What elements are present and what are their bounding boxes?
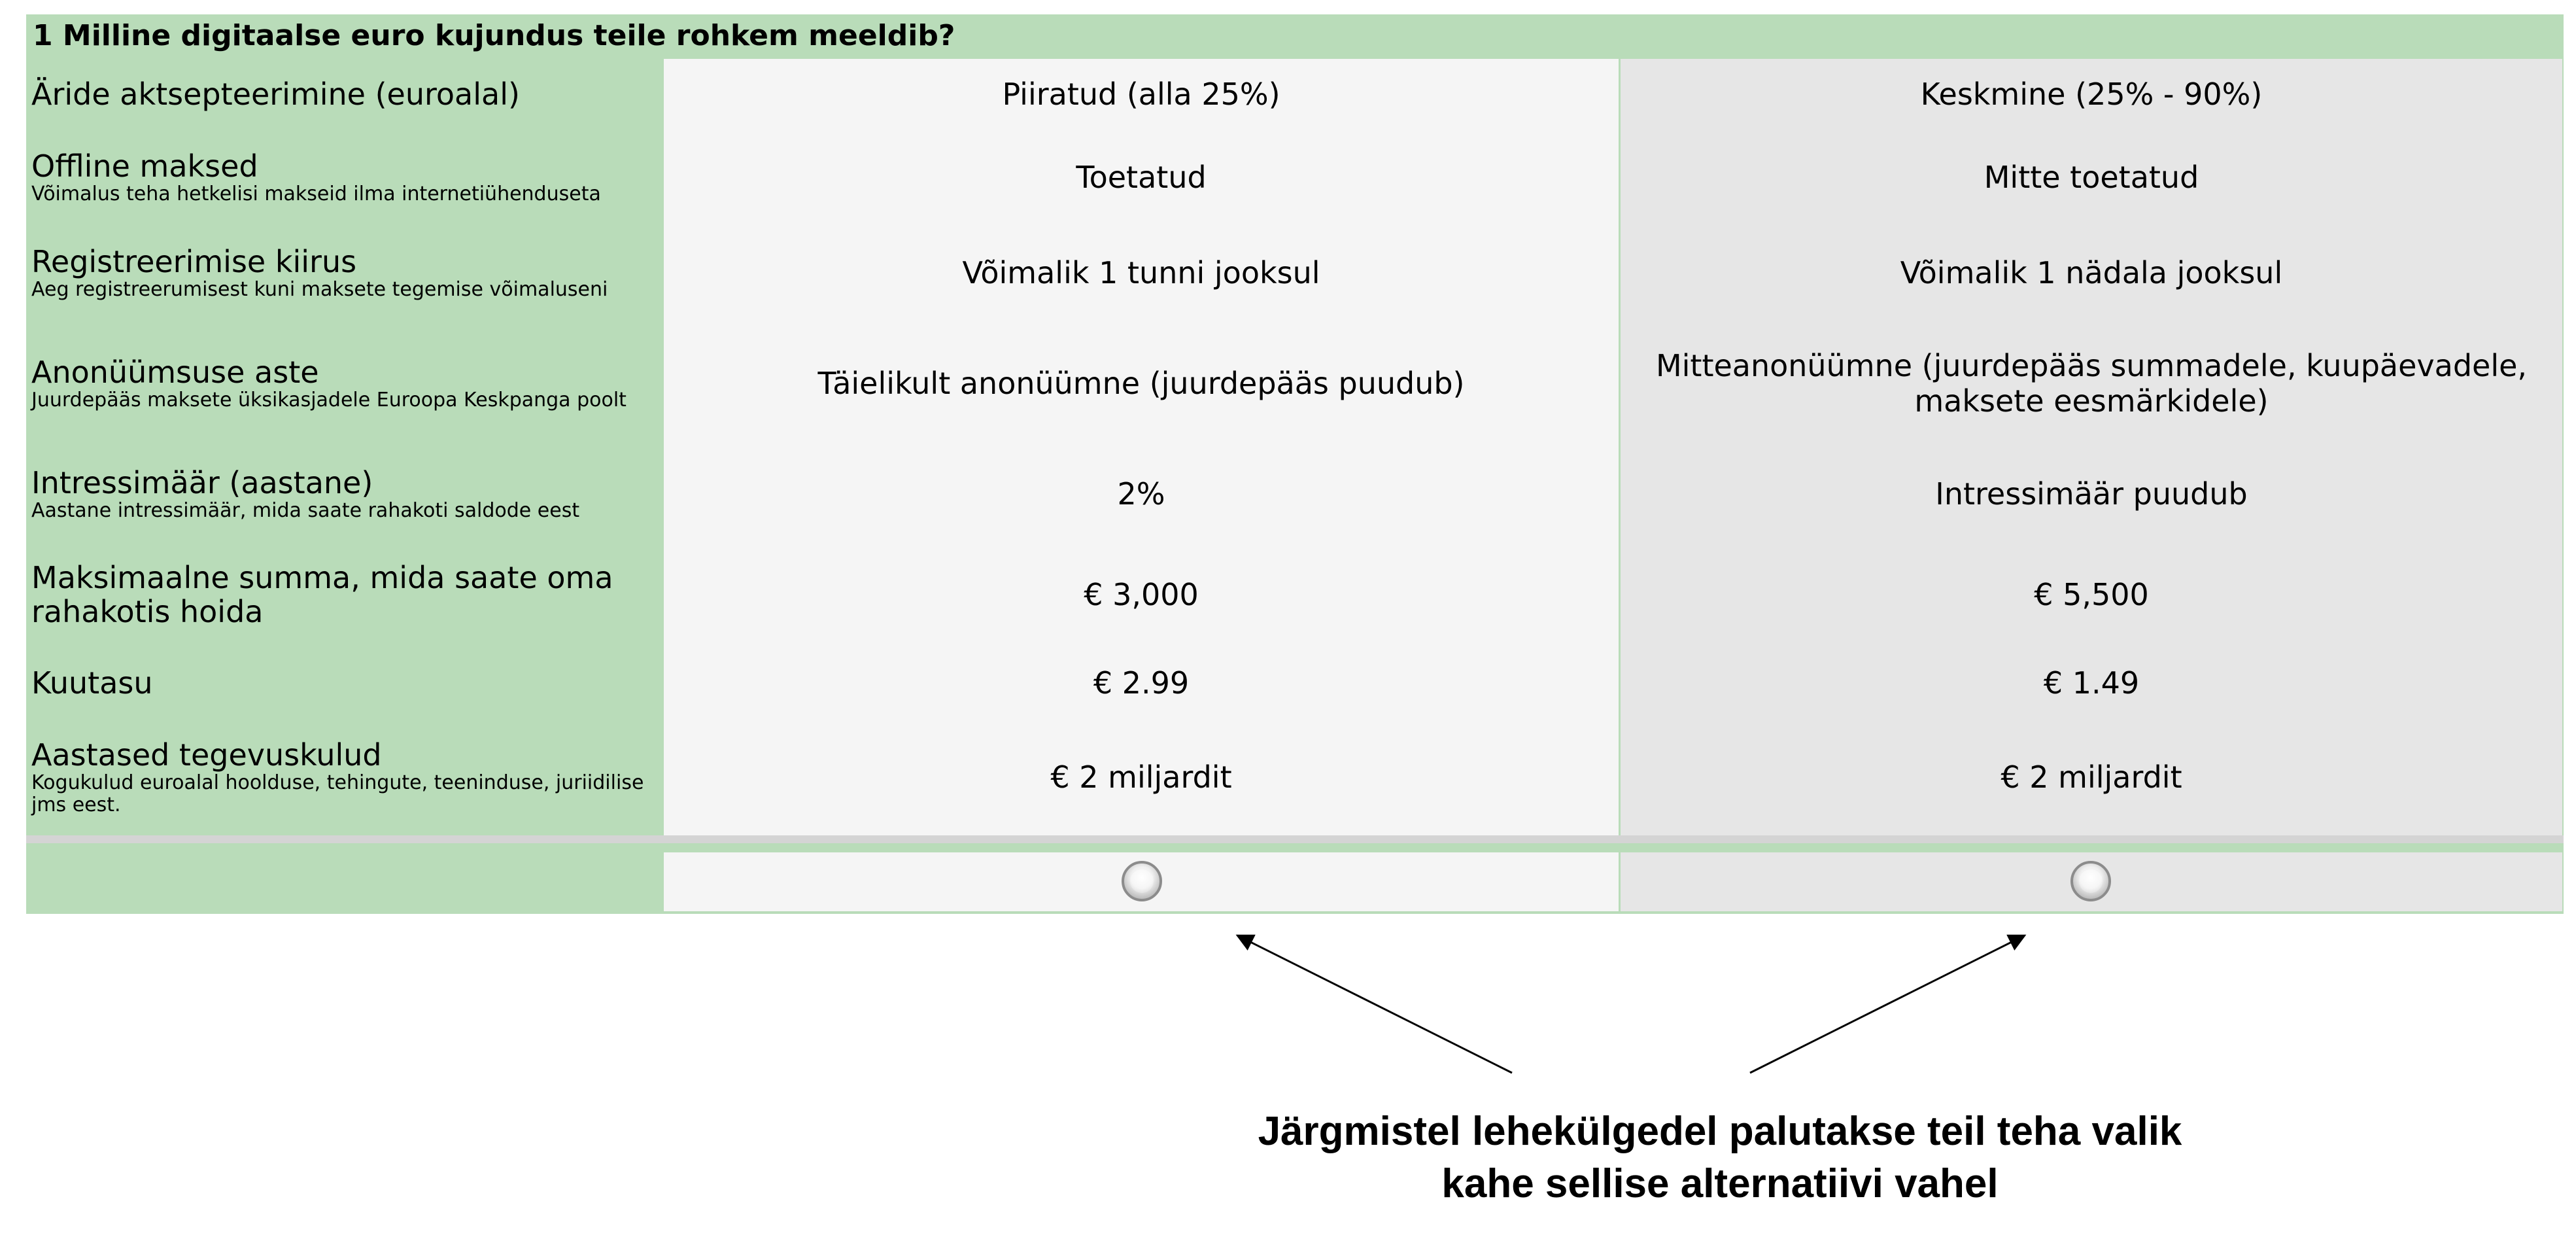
- option-b-value: Keskmine (25% - 90%): [1920, 77, 2263, 112]
- option-b-radio[interactable]: [2070, 861, 2111, 901]
- option-b-value: € 2 miljardit: [2001, 759, 2182, 795]
- option-b-value: € 5,500: [2034, 577, 2149, 612]
- attribute-description: Kogukulud euroalal hoolduse, tehingute, …: [31, 771, 644, 816]
- attribute-name: Intressimäär (aastane): [31, 465, 373, 500]
- attribute-name: Aastased tegevuskulud: [31, 737, 382, 773]
- attribute-description: Aeg registreerumisest kuni maksete tegem…: [31, 278, 608, 301]
- option-b-value: Mitteanonüümne (juurdepääs summadele, ku…: [1655, 348, 2528, 419]
- question-title: 1 Milline digitaalse euro kujundus teile…: [33, 19, 955, 52]
- option-a-column: [664, 59, 1619, 911]
- attribute-label: Aastased tegevuskulud Kogukulud euroalal…: [31, 719, 659, 835]
- attribute-name: Maksimaalne summa, mida saate oma rahako…: [31, 560, 613, 629]
- attribute-name: Äride aktsepteerimine (euroalal): [31, 77, 520, 112]
- attribute-label: Registreerimise kiirus Aeg registreerumi…: [31, 224, 659, 321]
- option-a-value: € 2 miljardit: [1050, 759, 1232, 795]
- attribute-row: Maksimaalne summa, mida saate oma rahako…: [26, 542, 2564, 647]
- attribute-label: Intressimäär (aastane) Aastane intressim…: [31, 445, 659, 542]
- attribute-description: Aastane intressimäär, mida saate rahakot…: [31, 499, 580, 522]
- attribute-description: Juurdepääs maksete üksikasjadele Euroopa…: [31, 389, 627, 411]
- arrow-to-option-a: [1235, 934, 1513, 1074]
- option-a-value: Toetatud: [1076, 159, 1207, 195]
- attribute-row: Aastased tegevuskulud Kogukulud euroalal…: [26, 719, 2564, 835]
- choice-separator: [664, 843, 2562, 852]
- option-a-value: € 3,000: [1084, 577, 1199, 612]
- option-a-value: 2%: [1117, 476, 1165, 512]
- attribute-row: Kuutasu € 2.99 € 1.49: [26, 647, 2564, 719]
- attribute-label: Maksimaalne summa, mida saate oma rahako…: [31, 542, 659, 647]
- option-b-value: Võimalik 1 nädala jooksul: [1900, 255, 2283, 290]
- arrow-to-option-b: [1749, 934, 2027, 1074]
- option-a-value: Täielikult anonüümne (juurdepääs puudub): [817, 366, 1465, 401]
- attribute-row: Intressimäär (aastane) Aastane intressim…: [26, 445, 2564, 542]
- choice-card: 1 Milline digitaalse euro kujundus teile…: [26, 14, 2564, 914]
- attribute-name: Kuutasu: [31, 665, 153, 701]
- attribute-row: Äride aktsepteerimine (euroalal) Piiratu…: [26, 59, 2564, 130]
- instruction-caption: Järgmistel lehekülgedel palutakse teil t…: [1112, 1106, 2328, 1210]
- attribute-row: Anonüümsuse aste Juurdepääs maksete üksi…: [26, 321, 2564, 445]
- option-b-column: [1621, 59, 2562, 911]
- option-b-value: € 1.49: [2043, 665, 2140, 701]
- caption-line-2: kahe sellise alternatiivi vahel: [1441, 1161, 1999, 1206]
- caption-line-1: Järgmistel lehekülgedel palutakse teil t…: [1258, 1109, 2182, 1154]
- attribute-label: Anonüümsuse aste Juurdepääs maksete üksi…: [31, 321, 659, 445]
- attribute-label: Äride aktsepteerimine (euroalal): [31, 59, 659, 130]
- attribute-label: Kuutasu: [31, 647, 659, 719]
- option-b-value: Mitte toetatud: [1984, 159, 2199, 195]
- attribute-description: Võimalus teha hetkelisi makseid ilma int…: [31, 182, 601, 205]
- row-separator: [26, 835, 2564, 843]
- option-b-value: Intressimäär puudub: [1935, 476, 2248, 512]
- attribute-row: Registreerimise kiirus Aeg registreerumi…: [26, 224, 2564, 321]
- attribute-label: Offline maksed Võimalus teha hetkelisi m…: [31, 130, 659, 224]
- attribute-name: Offline maksed: [31, 148, 258, 184]
- option-a-value: € 2.99: [1093, 665, 1190, 701]
- attribute-row: Offline maksed Võimalus teha hetkelisi m…: [26, 130, 2564, 224]
- attribute-name: Registreerimise kiirus: [31, 244, 357, 279]
- option-a-value: Piiratud (alla 25%): [1002, 77, 1280, 112]
- attribute-name: Anonüümsuse aste: [31, 355, 319, 390]
- option-a-radio[interactable]: [1122, 861, 1162, 901]
- option-a-value: Võimalik 1 tunni jooksul: [962, 255, 1320, 290]
